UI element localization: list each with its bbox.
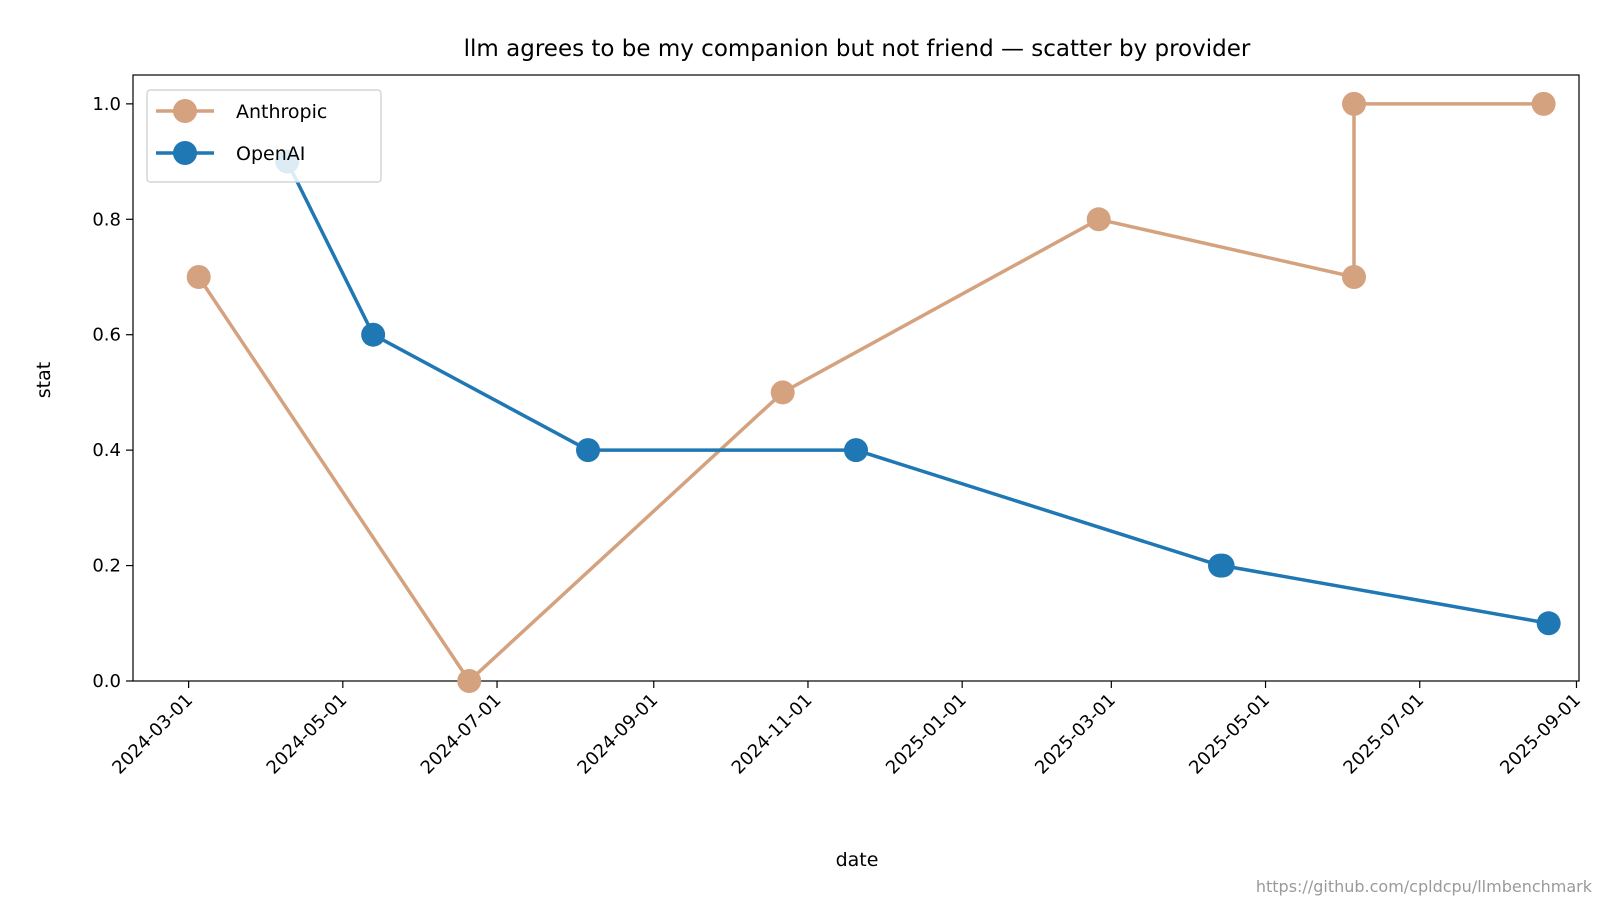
x-axis: 2024-03-01 2024-05-01 2024-07-01 2024-09-01… (108, 681, 1585, 779)
series-line (285, 160, 1550, 626)
x-tick-label: 2024-09-01 (573, 690, 662, 779)
x-tick-label: 2025-03-01 (1031, 690, 1120, 779)
y-axis-label: stat (33, 362, 55, 398)
x-tick-label: 2025-01-01 (882, 690, 971, 779)
y-tick-label: 0.2 (92, 556, 121, 577)
data-point (844, 438, 868, 463)
legend: Anthropic OpenAI (146, 89, 382, 183)
x-axis-label: date (836, 849, 879, 871)
data-point (457, 669, 482, 693)
data-point (1342, 265, 1367, 289)
y-tick-label: 0.6 (92, 325, 121, 346)
legend-marker (173, 141, 197, 165)
y-tick-label: 0.4 (92, 440, 121, 461)
data-point (186, 265, 211, 289)
data-point (1536, 611, 1561, 636)
y-tick-label: 1.0 (92, 94, 121, 115)
x-tick-label: 2024-03-01 (108, 690, 197, 779)
x-tick-label: 2025-09-01 (1496, 690, 1585, 779)
data-point (770, 380, 795, 405)
chart-title: llm agrees to be my companion but not fr… (464, 36, 1251, 62)
legend-box (146, 89, 382, 183)
data-point (1342, 91, 1367, 116)
x-tick-label: 2024-05-01 (263, 690, 352, 779)
data-point (361, 322, 386, 347)
x-tick-label: 2025-07-01 (1339, 690, 1428, 779)
credit-link[interactable]: https://github.com/cpldcpu/llmbenchmark (1256, 877, 1593, 896)
data-point (1210, 553, 1235, 578)
y-tick-label: 0.8 (92, 209, 121, 230)
data-point (576, 438, 601, 463)
data-point (1531, 91, 1556, 116)
legend-label: Anthropic (236, 101, 327, 123)
series-anthropic (186, 91, 1556, 693)
series-line (197, 102, 1544, 683)
y-axis: 0.0 0.2 0.4 0.6 0.8 1.0 (92, 94, 133, 692)
legend-label: OpenAI (236, 143, 305, 165)
series-openai (275, 149, 1561, 636)
series-layer (186, 91, 1561, 693)
x-tick-label: 2025-05-01 (1185, 690, 1274, 779)
legend-marker (173, 99, 197, 123)
y-tick-label: 0.0 (92, 671, 121, 692)
data-point (1086, 207, 1111, 232)
plot-area (132, 74, 1580, 682)
x-tick-label: 2024-11-01 (728, 690, 817, 779)
x-tick-label: 2024-07-01 (417, 690, 506, 779)
